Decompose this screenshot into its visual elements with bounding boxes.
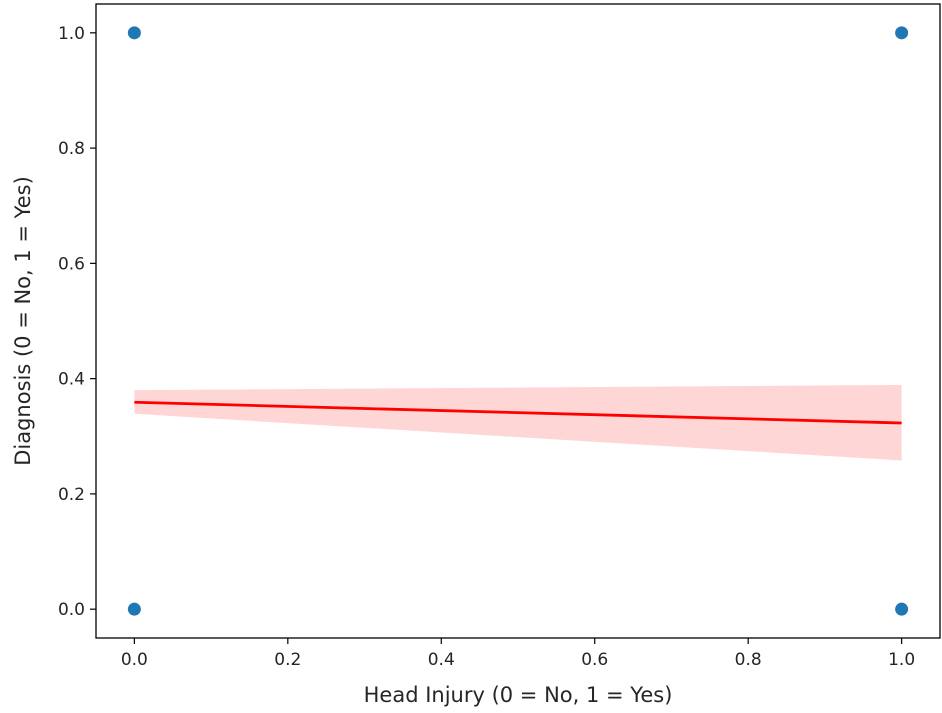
x-axis-ticks: 0.0 0.2 0.4 0.6 0.8 1.0 bbox=[121, 638, 915, 670]
y-tick-label: 0.4 bbox=[58, 370, 85, 390]
axes-frame bbox=[95, 3, 941, 639]
confidence-band bbox=[134, 384, 902, 461]
x-tick-label: 0.2 bbox=[274, 650, 301, 670]
regression-line-layer bbox=[134, 400, 902, 425]
y-tick-label: 0.0 bbox=[58, 600, 85, 620]
regression-line bbox=[134, 400, 902, 425]
x-tick-label: 0.8 bbox=[735, 650, 762, 670]
y-tick-label: 0.6 bbox=[58, 254, 85, 274]
x-tick-label: 0.4 bbox=[428, 650, 455, 670]
y-tick-label: 1.0 bbox=[58, 24, 85, 44]
scatter-point bbox=[127, 602, 141, 616]
y-axis-ticks: 0.0 0.2 0.4 0.6 0.8 1.0 bbox=[58, 24, 96, 620]
scatter-point bbox=[895, 602, 909, 616]
x-axis-label: Head Injury (0 = No, 1 = Yes) bbox=[364, 683, 673, 707]
scatter-points-layer bbox=[127, 26, 909, 616]
x-tick-label: 0.0 bbox=[121, 650, 148, 670]
scatter-point bbox=[127, 26, 141, 40]
y-tick-label: 0.2 bbox=[58, 485, 85, 505]
y-axis-label: Diagnosis (0 = No, 1 = Yes) bbox=[11, 176, 35, 466]
y-tick-label: 0.8 bbox=[58, 139, 85, 159]
confidence-band-layer bbox=[134, 384, 902, 461]
x-tick-label: 1.0 bbox=[888, 650, 915, 670]
x-tick-label: 0.6 bbox=[581, 650, 608, 670]
scatter-point bbox=[895, 26, 909, 40]
